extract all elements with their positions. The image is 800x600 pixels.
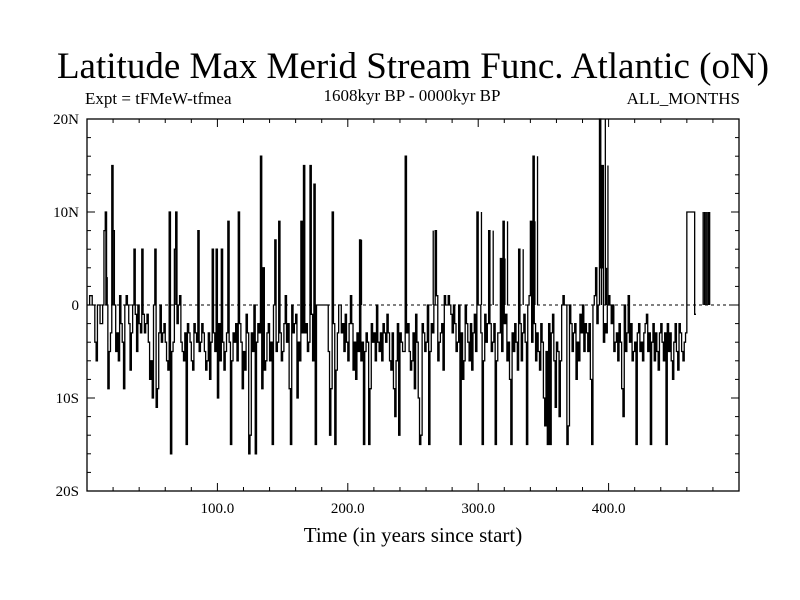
months-label: ALL_MONTHS [627, 89, 740, 108]
x-tick-label: 200.0 [331, 501, 365, 517]
plot-frame [86, 118, 740, 492]
series-layer [87, 118, 711, 455]
y-tick-label: 20S [56, 484, 79, 500]
x-tick-label: 400.0 [592, 501, 626, 517]
y-tick-label: 20N [53, 112, 79, 128]
x-tick-label: 300.0 [461, 501, 495, 517]
experiment-label: Expt = tFMeW-tfmea [85, 89, 232, 108]
chart-title: Latitude Max Merid Stream Func. Atlantic… [57, 46, 769, 87]
time-range-label: 1608kyr BP - 0000kyr BP [324, 86, 501, 105]
x-axis-label: Time (in years since start) [304, 523, 523, 547]
y-tick-label: 10S [56, 391, 79, 407]
series-step-line [87, 118, 696, 455]
y-tick-label: 0 [72, 298, 80, 314]
x-tick-label: 100.0 [201, 501, 235, 517]
axes-layer: 20N 10N 0 10S 20S 100.0 200.0 300.0 400.0 [53, 112, 739, 517]
y-tick-label: 10N [53, 205, 79, 221]
